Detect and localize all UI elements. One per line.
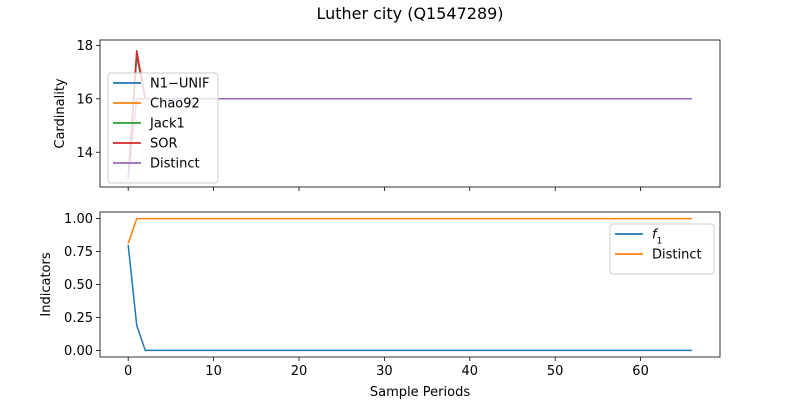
- y-tick-label: 16: [76, 92, 93, 107]
- x-tick-label: 60: [632, 364, 649, 379]
- x-tick-label: 50: [547, 364, 564, 379]
- x-tick-label: 20: [291, 364, 308, 379]
- y-axis-label: Indicators: [39, 252, 54, 316]
- x-tick-label: 40: [462, 364, 479, 379]
- y-tick-label: 0.75: [64, 245, 93, 260]
- legend: N1−UNIF Chao92 Jack1 SOR Distinct: [107, 72, 219, 184]
- indicators-panel: 0 10 20 30 40 50 60 0.00 0.25 0.50 0.75 1.00 Indicat…: [39, 211, 721, 400]
- x-tick-label: 30: [376, 364, 393, 379]
- y-tick-label: 0.00: [64, 344, 93, 359]
- legend-label: N1−UNIF: [150, 77, 209, 92]
- legend-label: Distinct: [150, 157, 200, 172]
- legend-label: SOR: [150, 137, 178, 152]
- y-tick-label: 18: [76, 39, 93, 54]
- y-tick-label: 14: [76, 146, 93, 161]
- legend-label: Chao92: [150, 97, 200, 112]
- y-axis-label: Cardinality: [53, 78, 68, 149]
- legend-box: [609, 223, 715, 275]
- x-tick-label: 0: [124, 364, 132, 379]
- legend-label: f1: [652, 228, 662, 247]
- series-line-distinct: [127, 217, 692, 244]
- legend-label-subscript: 1: [657, 237, 663, 247]
- y-tick-label: 1.00: [64, 212, 93, 227]
- axes-frame: [99, 211, 721, 358]
- x-tick-label: 10: [205, 364, 222, 379]
- axes-frame: [99, 39, 721, 188]
- plot-area: [127, 217, 692, 352]
- legend-label-base: f: [652, 228, 659, 243]
- legend-box: [107, 72, 219, 184]
- series-line-f1: [127, 244, 692, 352]
- legend-label: Distinct: [652, 248, 702, 263]
- y-tick-label: 0.50: [64, 278, 93, 293]
- x-axis-label: Sample Periods: [370, 385, 470, 400]
- figure-title: Luther city (Q1547289): [316, 4, 503, 23]
- y-tick-label: 0.25: [64, 311, 93, 326]
- legend-label: Jack1: [149, 117, 185, 132]
- cardinality-panel: 14 16 18 Cardinality N1−UNIF Chao92 Jack1 SOR Di…: [53, 39, 721, 191]
